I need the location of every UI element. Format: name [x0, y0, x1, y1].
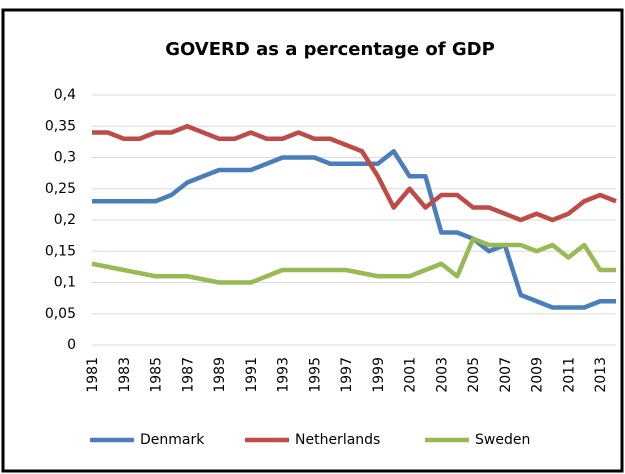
x-tick-label: 2007	[498, 357, 514, 393]
legend-label: Netherlands	[295, 432, 380, 448]
y-tick-label: 0,35	[45, 118, 76, 134]
x-tick-label: 1999	[371, 357, 387, 393]
chart-title: GOVERD as a percentage of GDP	[165, 39, 495, 60]
x-tick-label: 1997	[339, 357, 355, 393]
series-line	[92, 124, 617, 223]
y-tick-label: 0,1	[54, 275, 76, 291]
x-tick-label: 1985	[149, 357, 165, 393]
x-tick-label: 2013	[593, 357, 609, 393]
x-tick-label: 2003	[434, 357, 450, 393]
legend-label: Sweden	[475, 432, 530, 448]
chart-frame	[1, 8, 624, 473]
x-tick-label: 1989	[212, 357, 228, 393]
series-line	[92, 149, 616, 310]
x-tick-label: 1987	[180, 357, 196, 393]
x-tick-label: 2011	[561, 357, 577, 393]
y-tick-label: 0,2	[54, 212, 76, 228]
x-tick-label: 2001	[403, 357, 419, 393]
x-tick-label: 1991	[244, 357, 260, 393]
y-tick-label: 0,4	[54, 87, 76, 103]
series-line	[91, 236, 616, 285]
x-tick-label: 1983	[117, 357, 133, 393]
x-tick-label: 2005	[466, 357, 482, 393]
y-tick-label: 0,05	[45, 306, 76, 322]
x-tick-label: 1993	[276, 357, 292, 393]
x-tick-label: 1995	[307, 357, 323, 393]
legend-label: Denmark	[140, 432, 205, 448]
x-tick-label: 1981	[85, 357, 101, 393]
x-tick-label: 2009	[530, 357, 546, 393]
y-tick-label: 0	[67, 337, 76, 353]
y-tick-label: 0,15	[45, 243, 76, 259]
y-tick-label: 0,3	[54, 150, 76, 166]
y-tick-label: 0,25	[45, 181, 76, 197]
